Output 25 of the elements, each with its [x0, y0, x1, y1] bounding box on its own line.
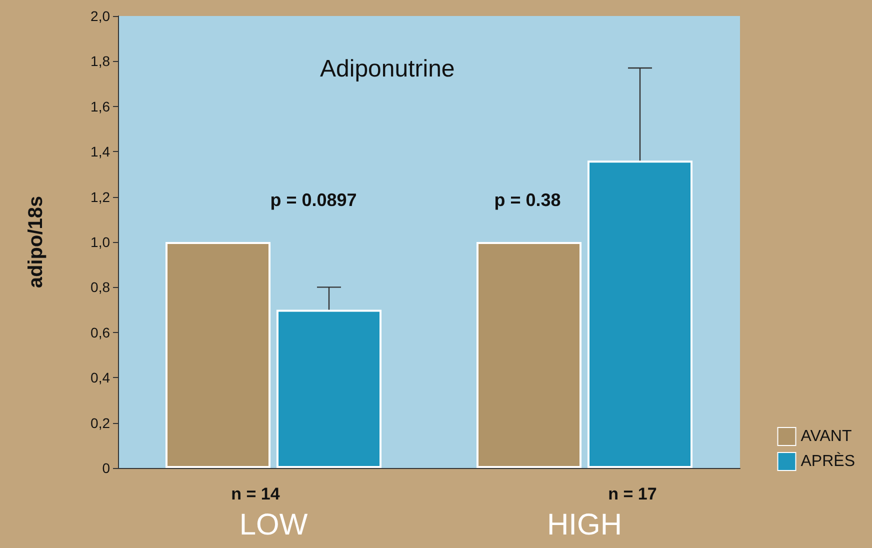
y-tick-label: 1,2	[90, 188, 110, 205]
y-tick-label: 1,6	[90, 98, 110, 114]
x-tick-label: LOW	[239, 508, 308, 542]
y-tick-label: 0	[102, 460, 110, 476]
y-tick-label: 0,8	[90, 279, 110, 296]
annotation: p = 0.38	[494, 190, 561, 210]
y-tick-label: 1,8	[90, 53, 110, 70]
legend-label: APRÈS	[800, 452, 856, 470]
y-tick-label: 1,0	[90, 234, 110, 250]
y-tick-label: 2,0	[90, 8, 110, 24]
bar	[588, 160, 692, 468]
text: Adiponutrine	[320, 56, 455, 82]
bar	[166, 242, 270, 468]
y-tick-label: 0,4	[90, 370, 110, 386]
y-tick-label: 0,2	[90, 414, 110, 431]
bar	[476, 242, 582, 468]
bar	[276, 310, 382, 468]
y-tick-label: 0,6	[90, 324, 110, 340]
annotation: p = 0.0897	[270, 190, 357, 210]
y-tick-label: 1,4	[90, 144, 110, 160]
legend-label: AVANT	[800, 428, 852, 445]
text: n = 14	[231, 484, 280, 504]
y-axis-title: adipo/18s	[25, 196, 47, 288]
x-tick-label: HIGH	[547, 508, 622, 542]
text: n = 17	[608, 484, 657, 504]
